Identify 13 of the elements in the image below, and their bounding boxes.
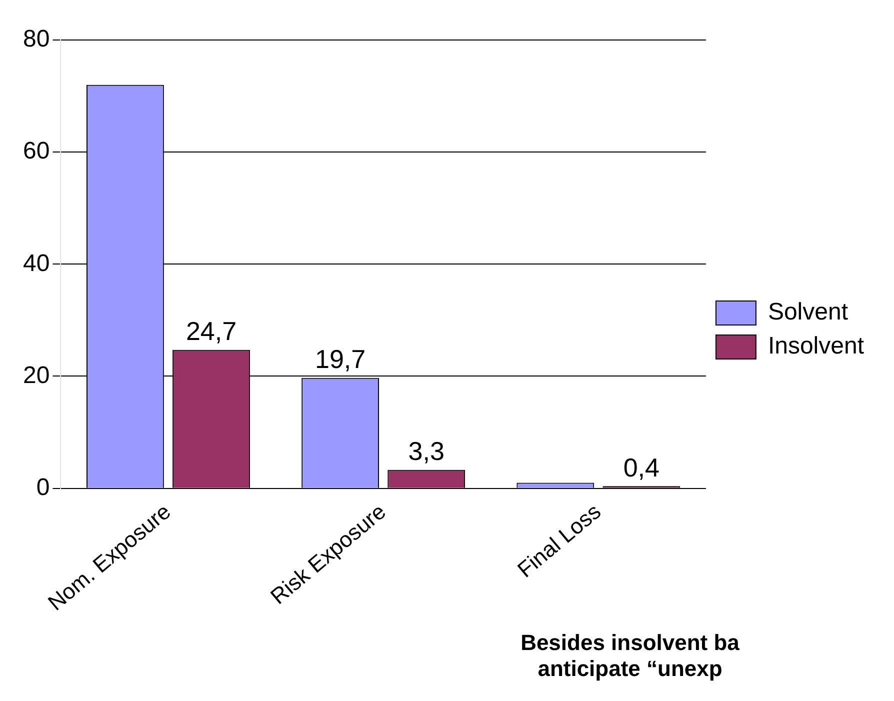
y-tick-label: 80: [22, 26, 50, 53]
y-tick-label: 20: [22, 362, 50, 389]
legend-label: Insolvent: [768, 332, 864, 360]
legend-label: Solvent: [768, 298, 848, 326]
text: anticipate “unexp: [536, 656, 724, 682]
data-label: 19,7: [314, 344, 366, 374]
data-label: 24,7: [186, 316, 237, 346]
y-tick-label: 40: [22, 250, 50, 277]
y-tick-label: 0: [36, 474, 50, 501]
data-label: 0,4: [623, 452, 660, 482]
y-tick-label: 60: [22, 138, 50, 165]
text: Besides insolvent ba: [520, 630, 740, 656]
data-label: 3,3: [408, 436, 444, 466]
